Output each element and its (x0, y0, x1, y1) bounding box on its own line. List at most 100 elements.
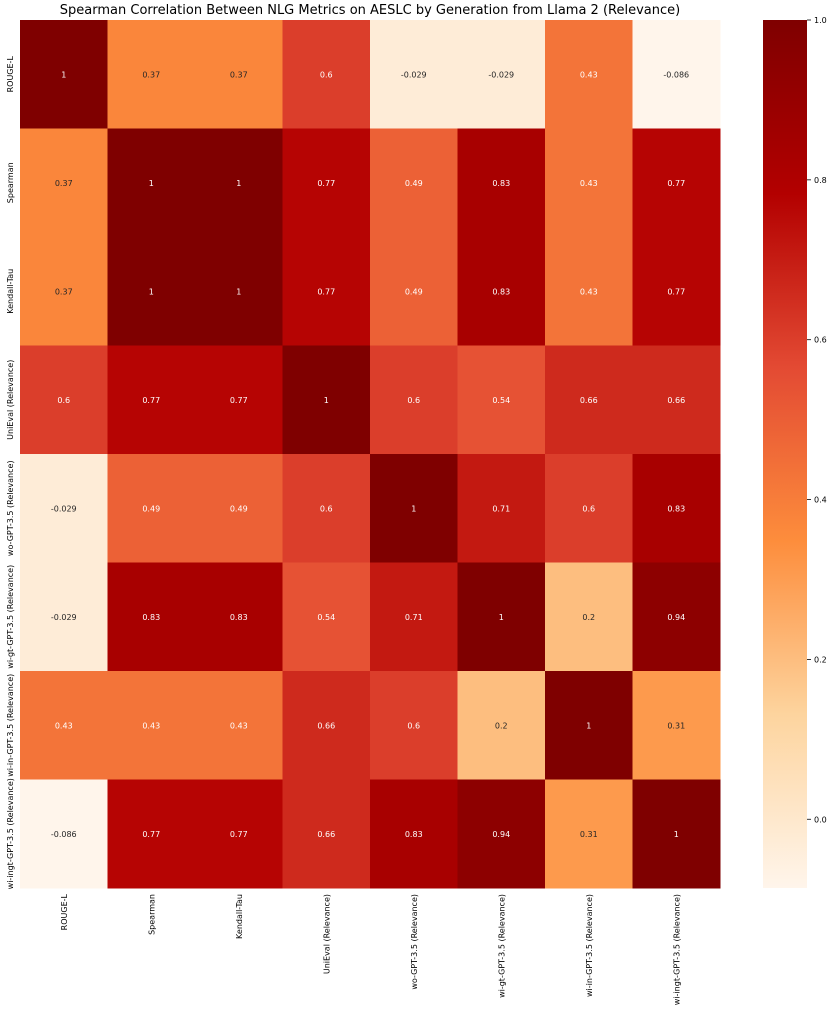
heatmap-cell (632, 237, 721, 346)
y-tick-label: wi-gt-GPT-3.5 (Relevance) (6, 565, 15, 669)
heatmap-cell (632, 562, 721, 672)
cell-value-label: 0.2 (582, 613, 595, 622)
heatmap-cell (195, 779, 283, 889)
y-tick-label: wo-GPT-3.5 (Relevance) (6, 460, 15, 556)
heatmap-cell (107, 237, 196, 346)
x-tick-label: wi-in-GPT-3.5 (Relevance) (585, 894, 594, 997)
heatmap-cell (195, 237, 283, 346)
heatmap-cell (457, 671, 546, 780)
cell-value-label: -0.029 (51, 504, 77, 513)
heatmap-cell (107, 779, 196, 889)
heatmap-cell (545, 562, 633, 672)
colorbar-tick-label: 0.0 (814, 815, 827, 824)
colorbar-tick-label: 0.6 (814, 336, 827, 345)
colorbar-tick-labels: 0.0 0.2 0.4 0.6 0.8 1.0 (807, 16, 827, 824)
cell-value-label: 0.77 (142, 830, 160, 839)
heatmap-cell (282, 237, 371, 346)
cell-value-label: 0.6 (582, 504, 595, 513)
heatmap-cell (370, 237, 458, 346)
cell-value-label: 0.77 (230, 396, 248, 405)
heatmap-cell (632, 779, 721, 889)
cell-value-label: 0.77 (317, 287, 335, 296)
heatmap-cell (457, 237, 546, 346)
cell-value-label: 0.43 (580, 287, 598, 296)
heatmap-cell (545, 671, 633, 780)
heatmap-cell (20, 128, 108, 238)
heatmap-cell (282, 20, 371, 129)
heatmap-cell (20, 562, 108, 672)
heatmap-cell (282, 779, 371, 889)
cell-value-label: 0.49 (142, 504, 160, 513)
heatmap-cell (545, 237, 633, 346)
cell-value-label: 1 (149, 287, 154, 296)
cell-value-label: 1 (586, 721, 591, 730)
cell-value-label: 0.6 (407, 396, 420, 405)
cell-value-label: 0.83 (405, 830, 423, 839)
cell-value-label: -0.029 (51, 613, 77, 622)
cell-value-label: 1 (324, 396, 329, 405)
cell-value-label: 0.37 (230, 70, 248, 79)
cell-value-label: 0.54 (492, 396, 510, 405)
cell-value-label: 1 (149, 179, 154, 188)
x-tick-label: wi-gt-GPT-3.5 (Relevance) (497, 894, 506, 998)
cell-value-label: 0.43 (55, 721, 73, 730)
cell-value-label: 0.94 (492, 830, 510, 839)
heatmap-cell (545, 454, 633, 563)
heatmap-cell (282, 345, 371, 455)
y-tick-label: wi-ingt-GPT-3.5 (Relevance) (6, 778, 15, 889)
x-tick-label: Kendall-Tau (235, 894, 244, 939)
cell-value-label: 1 (411, 504, 416, 513)
heatmap-cell (20, 237, 108, 346)
colorbar-tick-label: 0.8 (814, 176, 827, 185)
heatmap-cell (632, 671, 721, 780)
cell-value-label: -0.029 (488, 70, 514, 79)
cell-value-label: 0.43 (580, 179, 598, 188)
chart-title: Spearman Correlation Between NLG Metrics… (60, 3, 680, 18)
heatmap-cell (545, 345, 633, 455)
cell-value-label: 0.66 (667, 396, 685, 405)
cell-value-label: -0.086 (663, 70, 689, 79)
x-axis-tick-labels: ROUGE-L Spearman Kendall-Tau UniEval (Relev… (60, 893, 682, 1005)
cell-value-label: 0.2 (495, 721, 508, 730)
cell-value-label: 0.43 (230, 721, 248, 730)
cell-value-label: 0.6 (407, 721, 420, 730)
heatmap-cell (282, 454, 371, 563)
heatmap-cell (20, 671, 108, 780)
cell-value-label: 0.77 (317, 179, 335, 188)
heatmap-cell (545, 128, 633, 238)
heatmap-cell (195, 20, 283, 129)
heatmap-cell (20, 20, 108, 129)
heatmap-cell (195, 671, 283, 780)
colorbar-tick-label: 0.2 (814, 655, 827, 664)
heatmap-cell (457, 779, 546, 889)
cell-value-label: 1 (61, 70, 66, 79)
colorbar (763, 20, 807, 888)
cell-value-label: 0.6 (320, 70, 333, 79)
heatmap-cell (370, 345, 458, 455)
colorbar-tick-label: 0.4 (814, 496, 827, 505)
heatmap-cell (107, 128, 196, 238)
cell-value-label: 0.37 (55, 287, 73, 296)
cell-value-label: 0.77 (230, 830, 248, 839)
heatmap-cell (370, 562, 458, 672)
x-tick-label: wi-ingt-GPT-3.5 (Relevance) (672, 894, 681, 1005)
cell-value-label: -0.029 (401, 70, 427, 79)
cell-value-label: 0.83 (667, 504, 685, 513)
y-tick-label: Kendall-Tau (6, 269, 15, 314)
heatmap-cell (370, 454, 458, 563)
heatmap-cell (20, 345, 108, 455)
cell-value-label: 0.49 (405, 179, 423, 188)
heatmap-cell (107, 562, 196, 672)
heatmap-cell (370, 128, 458, 238)
heatmap-cell (195, 345, 283, 455)
cell-value-label: 0.43 (580, 70, 598, 79)
heatmap-cell (457, 345, 546, 455)
cell-value-label: 0.94 (667, 613, 685, 622)
cell-value-label: 0.77 (667, 179, 685, 188)
x-tick-label: Spearman (147, 894, 156, 935)
heatmap-cell (457, 454, 546, 563)
heatmap-cell (107, 671, 196, 780)
cell-value-label: 0.83 (142, 613, 160, 622)
cell-value-label: 0.31 (580, 830, 598, 839)
